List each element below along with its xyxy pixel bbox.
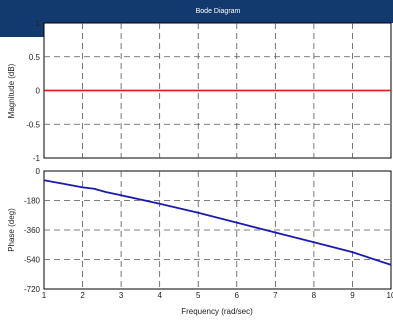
phase-y-tick-label: -360 — [24, 226, 41, 235]
title-bar — [0, 0, 393, 23]
magnitude-y-tick-label: -1 — [33, 154, 41, 163]
phase-y-tick-label: -720 — [24, 285, 41, 294]
x-tick-label: 5 — [196, 291, 201, 300]
phase-ylabel: Phase (deg) — [7, 208, 16, 252]
x-tick-label: 3 — [119, 291, 124, 300]
phase-x-ticks: 1 2 3 4 5 6 7 8 9 10 — [42, 291, 393, 300]
magnitude-panel: 1 0.5 0 -0.5 -1 Magnitude (dB) — [7, 19, 392, 163]
x-tick-label: 9 — [350, 291, 355, 300]
x-tick-label: 6 — [235, 291, 240, 300]
phase-series — [43, 179, 392, 266]
phase-y-ticks: 0 -180 -360 -540 -720 — [24, 167, 41, 294]
magnitude-y-tick-label: -0.5 — [26, 120, 40, 129]
phase-series-line — [43, 179, 392, 266]
chart-title: Bode Diagram — [196, 8, 241, 15]
phase-y-tick-label: -180 — [24, 197, 41, 206]
x-tick-label: 8 — [312, 291, 317, 300]
x-tick-label: 4 — [157, 291, 162, 300]
magnitude-y-tick-label: 0.5 — [29, 53, 41, 62]
frequency-xlabel: Frequency (rad/sec) — [181, 307, 253, 316]
magnitude-y-tick-label: 1 — [36, 19, 41, 28]
phase-panel: 0 -180 -360 -540 -720 1 2 3 4 5 6 7 8 9 10 Phase (deg… — [7, 167, 393, 316]
phase-y-tick-label: 0 — [36, 167, 41, 176]
x-tick-label: 1 — [42, 291, 47, 300]
phase-y-tick-label: -540 — [24, 256, 41, 265]
x-tick-label: 10 — [387, 291, 393, 300]
phase-grid — [44, 171, 391, 289]
x-tick-label: 7 — [273, 291, 278, 300]
x-tick-label: 2 — [80, 291, 85, 300]
magnitude-ylabel: Magnitude (dB) — [7, 63, 16, 118]
magnitude-y-ticks: 1 0.5 0 -0.5 -1 — [26, 19, 40, 163]
magnitude-y-tick-label: 0 — [36, 87, 41, 96]
